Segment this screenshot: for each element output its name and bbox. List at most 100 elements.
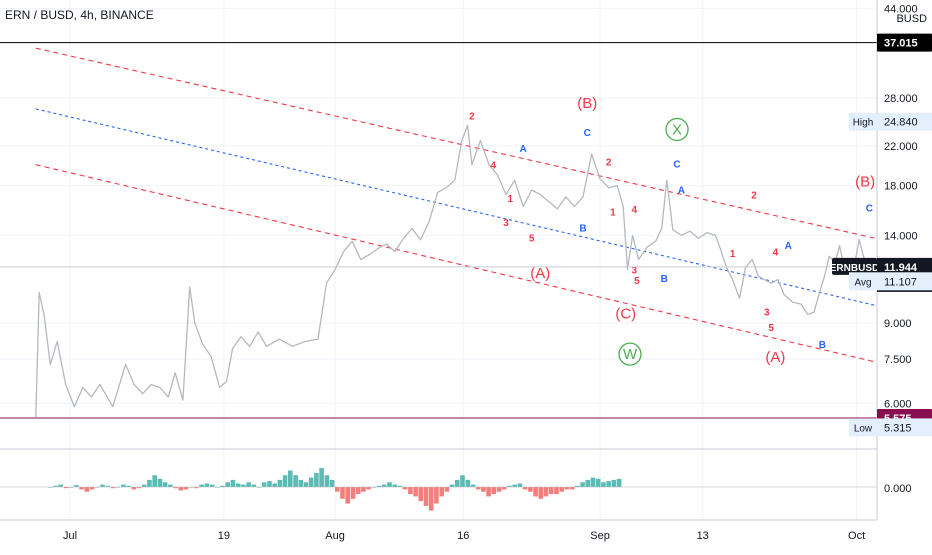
wave-label: X (672, 121, 682, 138)
indicator-bar (303, 482, 309, 487)
indicator-bar (267, 481, 272, 487)
indicator-bar (74, 485, 79, 487)
indicator-bar (298, 479, 304, 487)
wave-label: A (520, 144, 527, 155)
indicator-bar (136, 487, 142, 489)
wave-label: 3 (764, 307, 770, 318)
indicator-bar (444, 487, 450, 492)
indicator-bar (314, 472, 319, 487)
indicator-bar (507, 485, 512, 487)
stat-tag-label-box (849, 418, 877, 437)
wave-label: 2 (469, 111, 475, 122)
current-price-value: 11.944 (884, 262, 918, 274)
indicator-bar (168, 484, 173, 487)
channel-lines (35, 47, 877, 363)
indicator-bar (559, 487, 564, 492)
indicator-bar (449, 484, 455, 487)
indicator-bar (157, 478, 163, 488)
indicator-bar (580, 482, 585, 487)
indicator-bar (308, 477, 314, 487)
indicator-bar (387, 482, 392, 487)
y-tick-label: 14.000 (884, 230, 918, 242)
wave-label: 1 (508, 194, 514, 205)
wave-label: C (673, 160, 680, 171)
indicator-bar (246, 482, 251, 487)
wave-label: 5 (634, 276, 640, 287)
indicator-bar (486, 487, 491, 497)
indicator-bar (538, 487, 544, 499)
indicator-zero-label: 0.000 (884, 483, 912, 495)
wave-label: 3 (503, 218, 509, 229)
indicator-bar (517, 483, 523, 487)
indicator-bar (418, 487, 424, 502)
indicator-bar (428, 487, 434, 511)
indicator-bar (465, 479, 471, 487)
indicator-bar (329, 479, 335, 487)
channel-line (35, 164, 877, 363)
indicator-bar (324, 475, 330, 487)
wave-label: W (623, 346, 638, 363)
indicator-bar (502, 487, 507, 490)
indicator-bar (382, 484, 387, 487)
indicator-bar (460, 475, 465, 487)
stat-tag-value-box (877, 112, 932, 131)
wave-label: 4 (632, 205, 638, 216)
y-axis-ticks: 44.000 28.000 22.000 18.000 14.000 9.000 7.500… (884, 3, 918, 410)
x-tick-label: Oct (848, 530, 865, 542)
y-tick-label: 22.000 (884, 141, 918, 153)
stat-tag-value: 24.840 (884, 117, 918, 129)
indicator-bar (475, 487, 481, 490)
wave-label: A (678, 186, 685, 197)
indicator-bar (590, 477, 596, 487)
wave-label-circle (665, 117, 689, 142)
y-tick-label: 6.000 (884, 398, 912, 410)
indicator-bar (58, 484, 63, 487)
chart-title: ERN / BUSD, 4h, BINANCE (5, 8, 154, 22)
indicator-bar (470, 484, 476, 487)
indicator-bar (110, 487, 116, 489)
price-tags: 37.0155.575ERNBUSD11.94402:09:32High24.8… (0, 33, 932, 437)
indicator-bar (340, 487, 345, 499)
indicator-bar (100, 484, 105, 487)
indicator-bar (121, 484, 126, 487)
indicator-bar (261, 482, 267, 487)
indicator-bar (528, 487, 533, 492)
indicator-bar (376, 485, 382, 487)
y-tick-label: 18.000 (884, 181, 918, 193)
indicator-bar (288, 470, 293, 487)
stat-tag-value: 5.315 (884, 422, 912, 434)
indicator-bar (439, 487, 444, 497)
indicator-bar (335, 487, 340, 492)
indicator-bar (105, 485, 110, 487)
indicator-bar (595, 478, 601, 488)
x-tick-label: Jul (63, 530, 77, 542)
indicator-bar (585, 479, 591, 487)
indicator-bar (616, 478, 622, 488)
x-tick-label: 16 (457, 530, 469, 542)
indicator-bar (225, 482, 230, 487)
indicator-bar (548, 487, 554, 495)
indicator-bar (162, 482, 168, 487)
stat-tag-value-box (877, 272, 932, 291)
indicator-bar (53, 485, 58, 487)
indicator-bar (491, 487, 497, 495)
wave-label-circle (618, 342, 642, 366)
stat-tag-value-box (877, 418, 932, 437)
indicator-bar (147, 479, 152, 487)
indicator-bar (408, 487, 413, 495)
indicator-bar (564, 487, 570, 490)
indicator-bar (512, 484, 517, 487)
indicator-bar (204, 483, 210, 487)
stat-tag-label: High (853, 118, 874, 129)
indicator-bar (293, 475, 298, 487)
wave-label: 5 (529, 234, 535, 245)
stat-tag-label: Low (854, 423, 873, 434)
indicator-bar (194, 487, 199, 489)
stat-tag-label: Avg (854, 277, 871, 288)
indicator-bar (84, 487, 90, 492)
wave-label: (C) (615, 306, 636, 323)
wave-label: 1 (730, 249, 736, 260)
indicator-bar (423, 487, 429, 506)
